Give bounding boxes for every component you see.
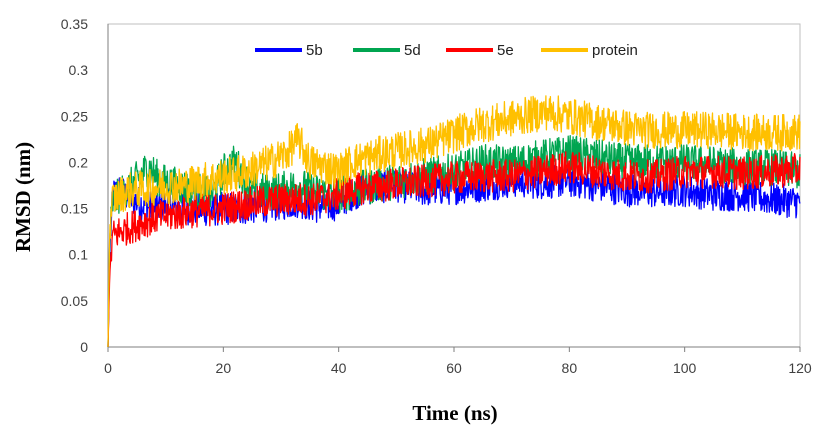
x-tick-label: 120 (788, 360, 812, 376)
y-axis-title: RMSD (nm) (11, 142, 35, 252)
legend-label-5b: 5b (306, 42, 323, 59)
x-tick-label: 60 (446, 360, 462, 376)
legend: 5b 5d 5e protein (255, 42, 638, 59)
x-tick-label: 100 (673, 360, 697, 376)
y-tick-label: 0.3 (69, 62, 89, 78)
y-tick-label: 0.05 (61, 293, 88, 309)
series-layer (107, 95, 801, 348)
legend-label-protein: protein (592, 42, 638, 59)
y-tick-label: 0.15 (61, 201, 88, 217)
y-tick-label: 0.1 (69, 247, 89, 263)
x-tick-label: 40 (331, 360, 347, 376)
x-axis-title: Time (ns) (412, 401, 497, 425)
y-tick-label: 0.25 (61, 108, 88, 124)
x-tick-label: 80 (562, 360, 578, 376)
x-tick-label: 20 (216, 360, 232, 376)
x-tick-label: 0 (104, 360, 112, 376)
legend-label-5e: 5e (497, 42, 514, 59)
legend-label-5d: 5d (404, 42, 421, 59)
series-line-5e (107, 151, 801, 348)
x-axis-ticks: 0 20 40 60 80 100 120 (104, 347, 812, 376)
y-axis-ticks: 0 0.05 0.1 0.15 0.2 0.25 0.3 0.35 (61, 16, 88, 355)
y-tick-label: 0.2 (69, 154, 89, 170)
series-line-protein (107, 95, 801, 348)
y-tick-label: 0 (80, 339, 88, 355)
y-tick-label: 0.35 (61, 16, 88, 32)
